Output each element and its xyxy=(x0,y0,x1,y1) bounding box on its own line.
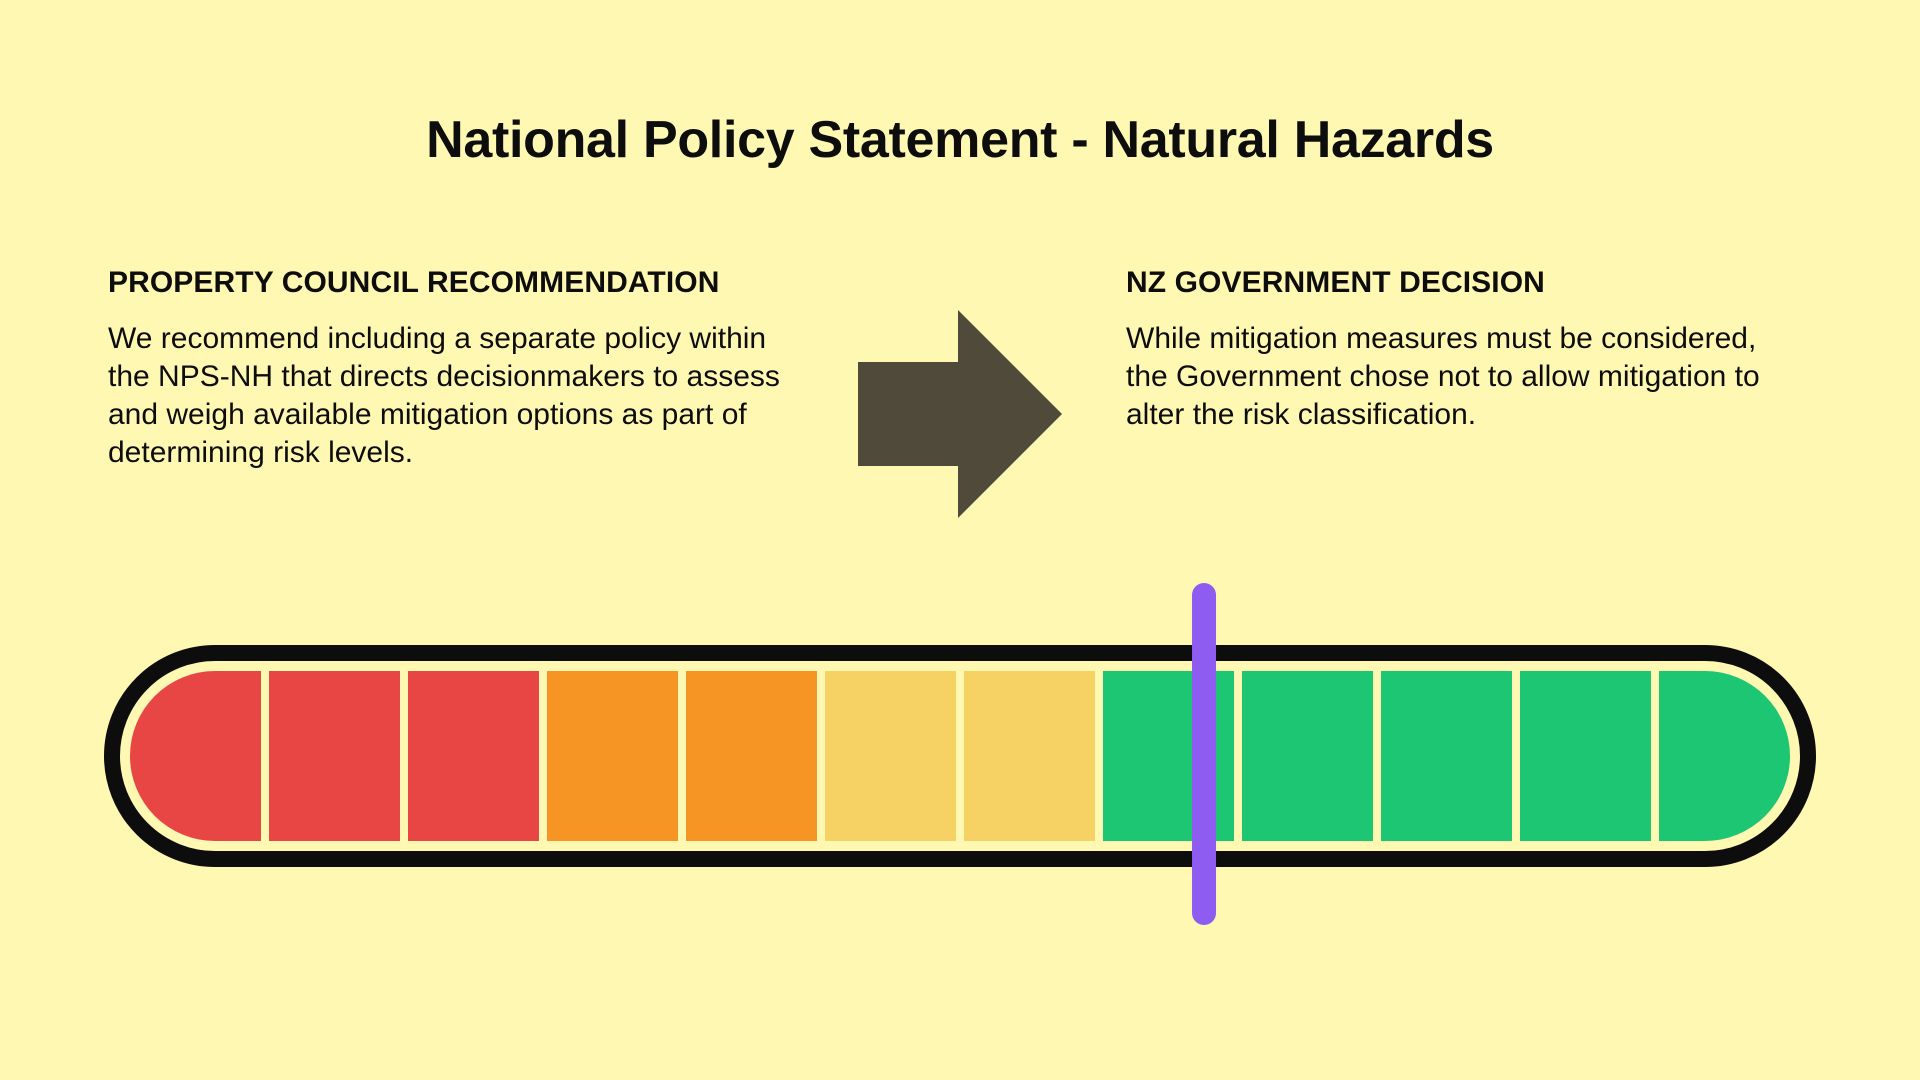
government-decision-heading: NZ GOVERNMENT DECISION xyxy=(1126,266,1545,299)
gauge-segment xyxy=(1520,671,1651,841)
gauge-segment xyxy=(269,671,400,841)
gauge-segment xyxy=(1242,671,1373,841)
gauge-segment xyxy=(686,671,817,841)
property-council-heading: PROPERTY COUNCIL RECOMMENDATION xyxy=(108,266,720,299)
gauge-marker xyxy=(1192,583,1217,925)
right-arrow-icon xyxy=(858,310,1062,518)
government-decision-panel: NZ GOVERNMENT DECISION While mitigation … xyxy=(1126,266,1806,434)
gauge-segment xyxy=(130,671,261,841)
property-council-text: We recommend including a separate policy… xyxy=(108,322,780,469)
gauge-outline xyxy=(104,645,1816,867)
gauge-segment xyxy=(964,671,1095,841)
gauge-segment xyxy=(1659,671,1790,841)
property-council-panel: PROPERTY COUNCIL RECOMMENDATION We recom… xyxy=(108,266,788,472)
page-title: National Policy Statement - Natural Haza… xyxy=(426,111,1494,169)
arrow-shape xyxy=(858,310,1062,518)
gauge-segment xyxy=(1381,671,1512,841)
gauge-segment xyxy=(547,671,678,841)
government-decision-text: While mitigation measures must be consid… xyxy=(1126,322,1760,431)
gauge-segment xyxy=(825,671,956,841)
gauge-segment xyxy=(408,671,539,841)
